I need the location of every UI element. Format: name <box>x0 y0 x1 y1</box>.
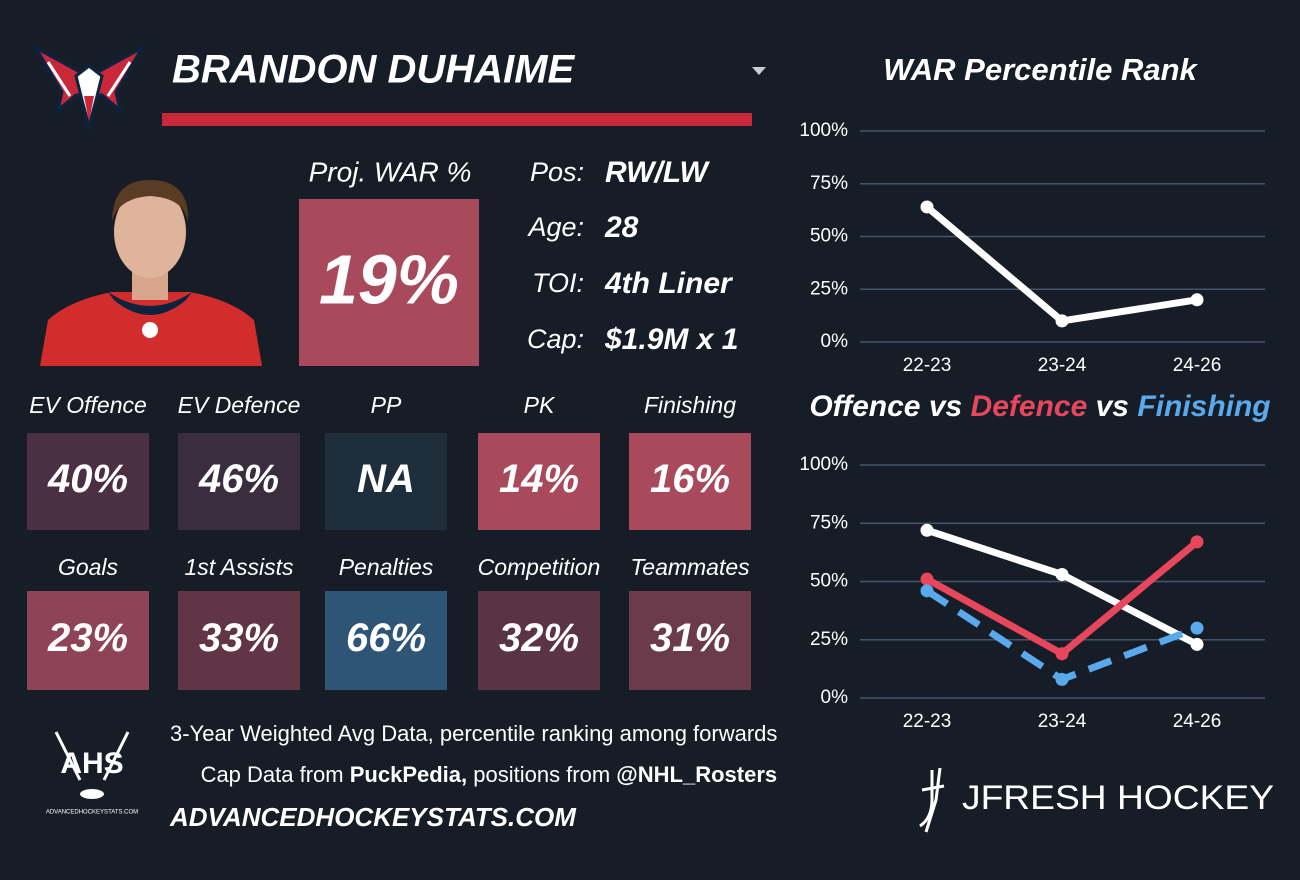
name-underline <box>162 113 752 126</box>
tile-box <box>178 433 300 530</box>
data-point <box>1055 672 1069 686</box>
info-list: Pos: RW/LW Age: 28 TOI: 4th Liner Cap: $1.9M x … <box>526 156 738 356</box>
tile-label: Competition <box>478 554 601 580</box>
tile-box <box>478 591 600 690</box>
x-tick-label: 22-23 <box>903 355 952 376</box>
data-point <box>1055 314 1069 328</box>
data-point <box>1055 647 1069 661</box>
tile-box <box>629 591 751 690</box>
tile-box <box>27 433 149 530</box>
y-tick-label: 75% <box>810 173 848 194</box>
y-tick-label: 75% <box>810 512 848 533</box>
legend-separator: vs <box>921 390 971 423</box>
tile-value: 46% <box>198 457 279 501</box>
tile-label: Goals <box>58 554 119 580</box>
y-tick-label: 0% <box>821 687 849 708</box>
info-label: TOI: <box>532 268 584 298</box>
stat-tiles: EV Offence 40% EV Defence 46% PP NA PK 14% Finis… <box>27 392 751 690</box>
chart-legend-title: Offence vs Defence vs Finishing <box>809 390 1270 423</box>
tile-box <box>478 433 600 530</box>
data-point <box>920 523 934 537</box>
player-photo <box>40 180 262 366</box>
team-logo <box>31 44 147 132</box>
y-tick-label: 100% <box>799 454 848 475</box>
credit-source: @NHL_Rosters <box>616 762 777 787</box>
x-tick-label: 24-26 <box>1173 355 1222 376</box>
legend-entry: Offence <box>809 390 920 423</box>
info-value: 28 <box>604 211 639 244</box>
x-tick-label: 23-24 <box>1038 711 1087 732</box>
proj-war-box <box>299 199 479 366</box>
data-point <box>920 200 934 214</box>
tile-label: PK <box>524 392 556 418</box>
tile-value: 31% <box>650 616 730 660</box>
footer-credit: Cap Data from PuckPedia, positions from … <box>170 762 795 787</box>
data-point <box>1190 621 1204 635</box>
ahs-logo: AHS ADVANCEDHOCKEYSTATS.COM <box>46 731 138 816</box>
ahs-logo-text: AHS <box>60 747 123 780</box>
tile-box <box>325 433 447 530</box>
tile-label: PP <box>371 392 402 418</box>
tile-value: 23% <box>47 616 128 660</box>
legend-entry: Defence <box>971 390 1088 423</box>
tile-value: 32% <box>499 616 579 660</box>
brand: JFRESH HOCKEY <box>962 779 1274 817</box>
y-tick-label: 25% <box>810 278 848 299</box>
tile-value: 33% <box>199 616 279 660</box>
credit-text: Cap Data from <box>201 762 350 787</box>
chart-title: WAR Percentile Rank <box>883 52 1198 87</box>
tile-value: 16% <box>650 457 730 501</box>
proj-war-value: 19% <box>319 240 459 318</box>
x-tick-label: 22-23 <box>903 711 952 732</box>
dropdown-arrow[interactable] <box>752 67 766 75</box>
tile-value: 14% <box>499 457 579 501</box>
y-tick-label: 25% <box>810 629 848 650</box>
credit-text: positions from <box>467 762 616 787</box>
info-value: 4th Liner <box>604 267 734 300</box>
data-point <box>1190 293 1204 307</box>
credit-source: PuckPedia, <box>350 762 467 787</box>
x-tick-label: 23-24 <box>1038 355 1087 376</box>
legend-separator: vs <box>1087 390 1137 423</box>
info-label: Cap: <box>527 324 584 354</box>
tile-label: 1st Assists <box>184 554 294 580</box>
data-point <box>920 584 934 598</box>
tile-label: EV Defence <box>178 392 301 418</box>
info-label: Age: <box>526 212 584 242</box>
tile-value: 66% <box>346 616 426 660</box>
footer-site: ADVANCEDHOCKEYSTATS.COM <box>169 802 577 832</box>
y-tick-label: 100% <box>799 120 848 141</box>
footer-note: 3-Year Weighted Avg Data, percentile ran… <box>170 721 777 746</box>
jfresh-logo <box>919 767 945 833</box>
data-point <box>1190 637 1204 651</box>
tile-label: Teammates <box>630 554 750 580</box>
tile-box <box>27 591 149 690</box>
tile-value: NA <box>357 457 415 501</box>
tile-label: EV Offence <box>29 392 147 418</box>
info-value: $1.9M x 1 <box>604 323 738 356</box>
y-tick-label: 0% <box>821 331 849 352</box>
y-tick-label: 50% <box>810 226 848 247</box>
proj-war-label: Proj. WAR % <box>309 156 472 187</box>
tile-box <box>629 433 751 530</box>
data-point <box>1190 535 1204 549</box>
data-point <box>1055 568 1069 582</box>
player-name: BRANDON DUHAIME <box>172 48 576 92</box>
info-value: RW/LW <box>605 156 710 189</box>
data-point <box>920 572 934 586</box>
tile-label: Finishing <box>644 392 736 418</box>
x-tick-label: 24-26 <box>1173 711 1222 732</box>
info-label: Pos: <box>530 157 584 187</box>
tile-label: Penalties <box>339 554 434 580</box>
tile-value: 40% <box>47 457 128 501</box>
tile-box <box>325 591 447 690</box>
y-tick-label: 50% <box>810 571 848 592</box>
legend-entry: Finishing <box>1137 390 1270 423</box>
tile-box <box>178 591 300 690</box>
ahs-logo-caption: ADVANCEDHOCKEYSTATS.COM <box>46 810 138 816</box>
